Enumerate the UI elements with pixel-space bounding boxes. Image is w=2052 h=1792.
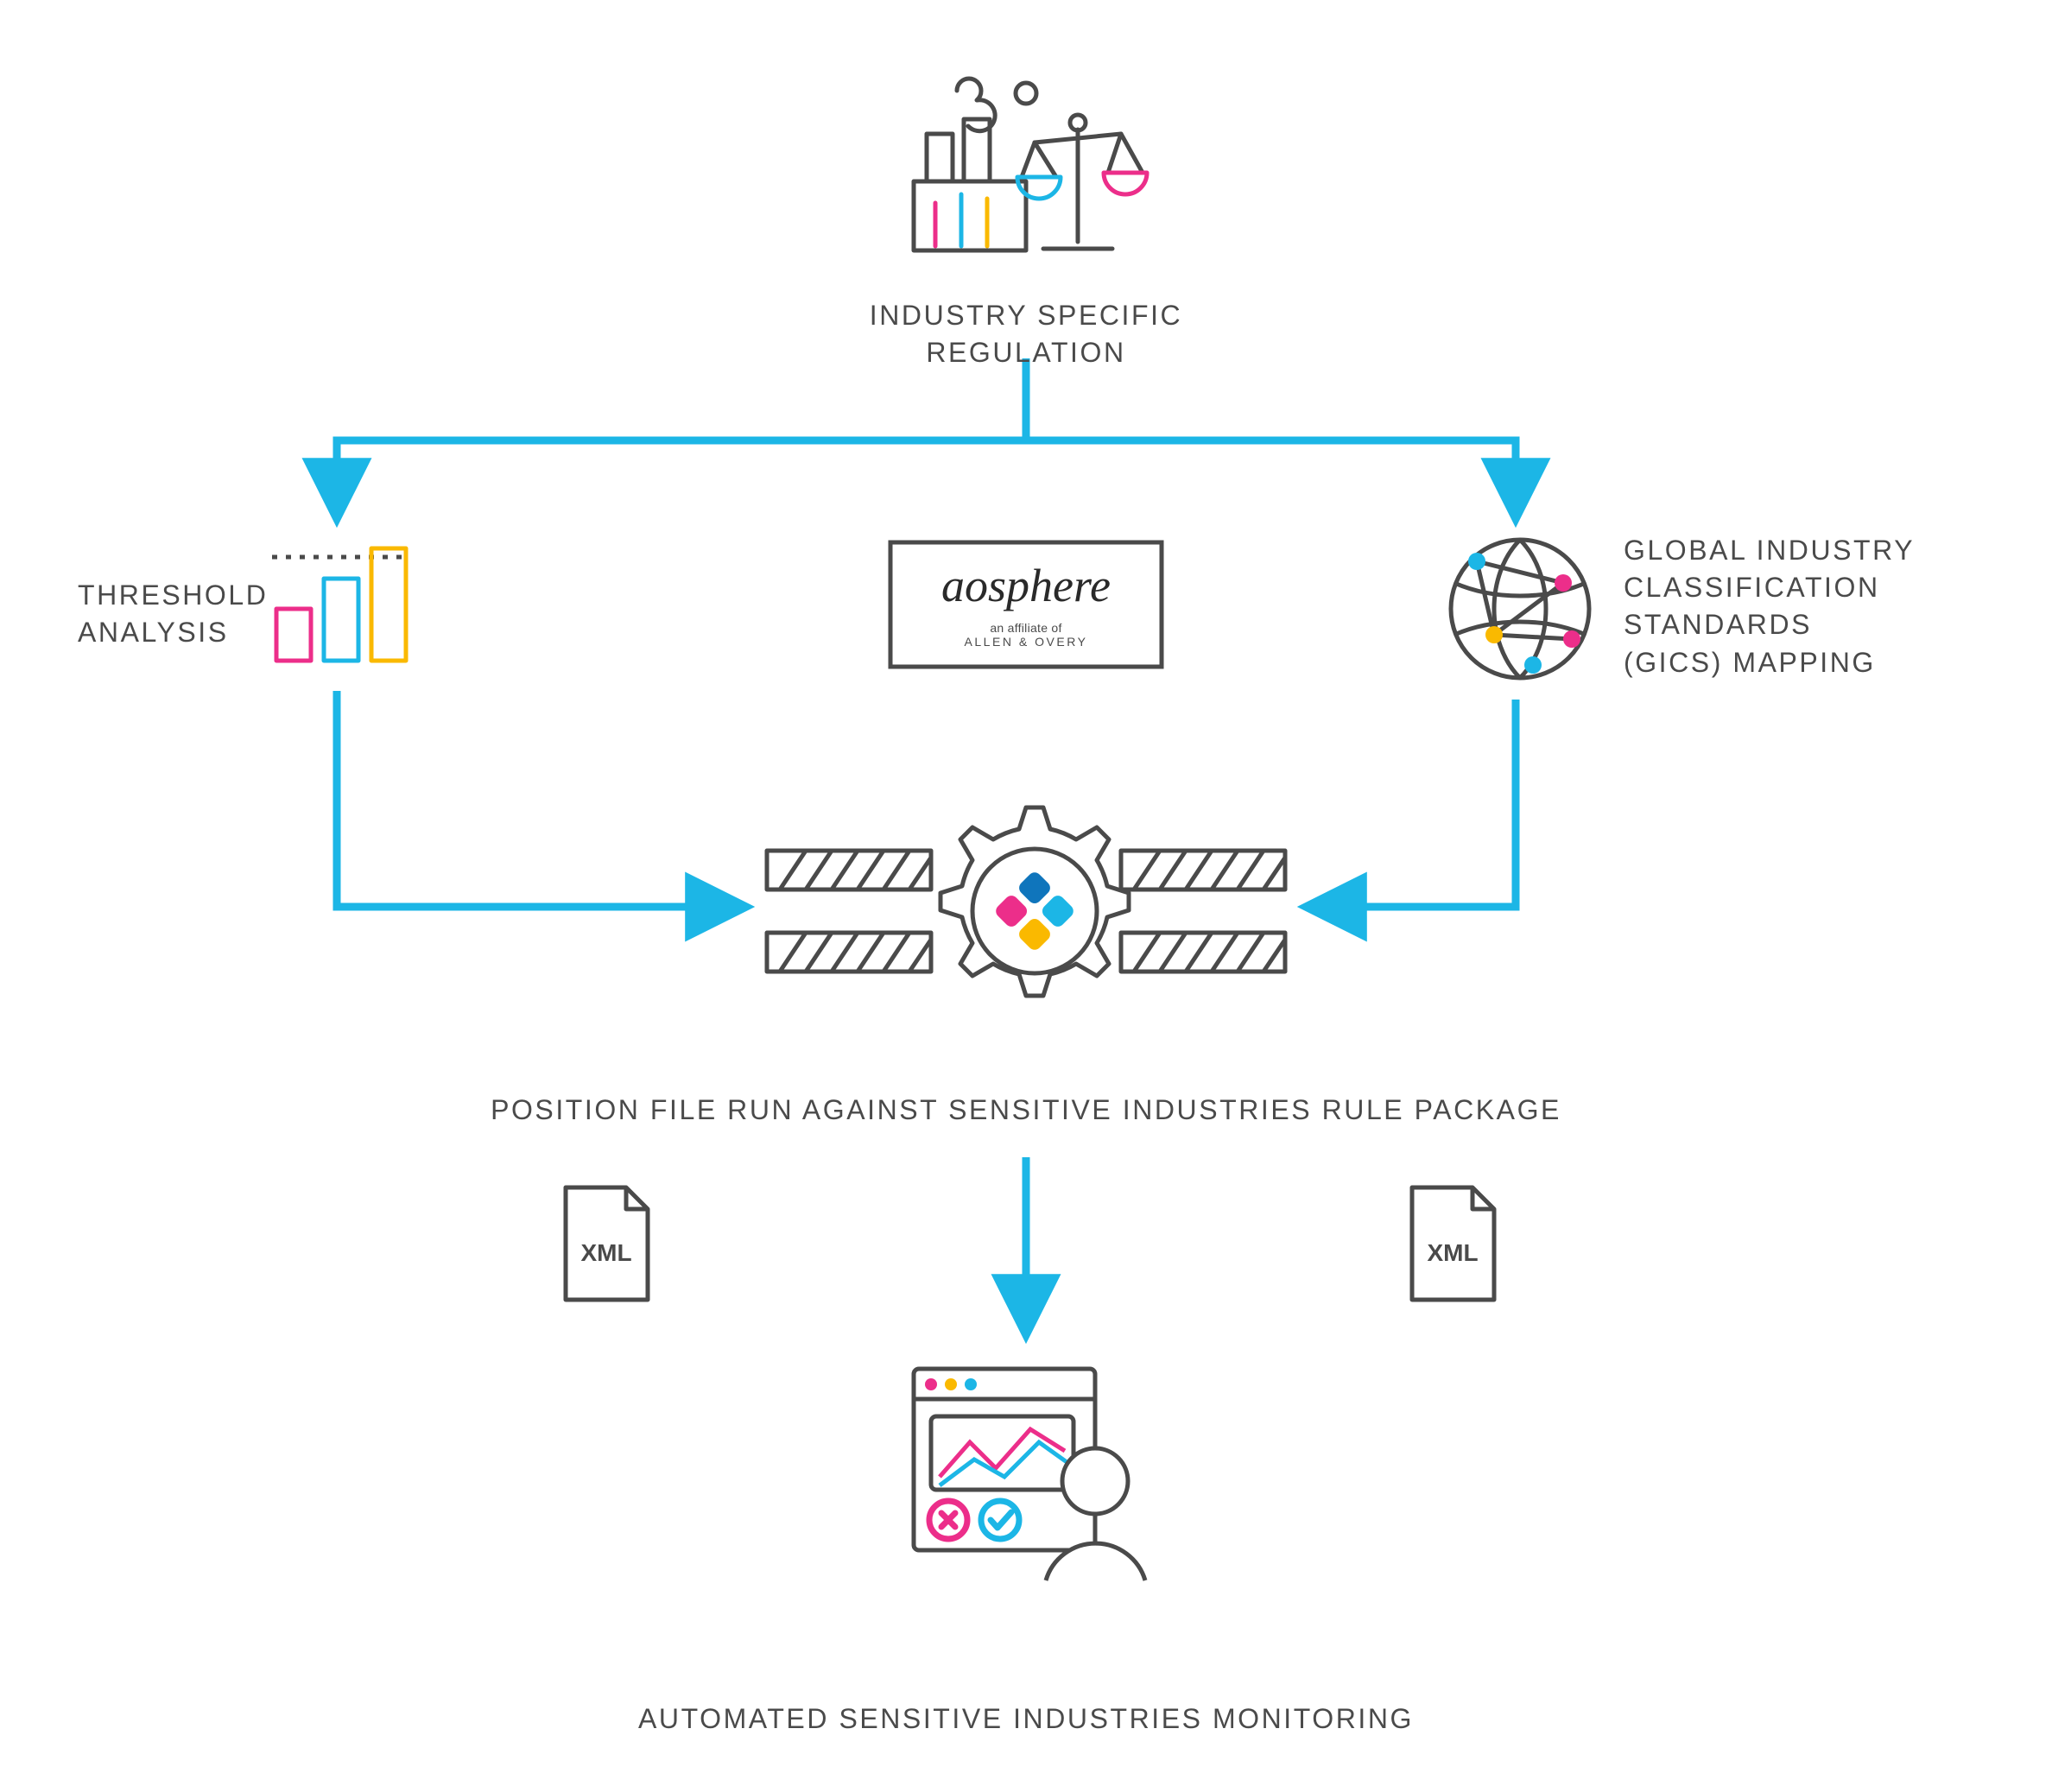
- threshold-analysis-label: THRESHOLDANALYSIS: [78, 577, 259, 651]
- rule-engine-gear-icon: [758, 782, 1294, 1041]
- monitoring-icon: [901, 1356, 1160, 1589]
- diagram-root: INDUSTRY SPECIFIC REGULATION THRESHOLDAN…: [0, 0, 2052, 1792]
- aosphere-logo: aosphere an affiliate of ALLEN & OVERY: [888, 540, 1164, 669]
- industry-regulation-label: INDUSTRY SPECIFIC REGULATION: [767, 297, 1285, 371]
- rule-engine-label: POSITION FILE RUN AGAINST SENSITIVE INDU…: [421, 1092, 1631, 1129]
- aosphere-sub2: ALLEN & OVERY: [965, 635, 1088, 649]
- gics-mapping-icon: [1442, 531, 1598, 687]
- xml-badge-left: XML: [580, 1239, 631, 1266]
- threshold-analysis-icon: [259, 531, 415, 669]
- xml-file-right-icon: XML: [1399, 1179, 1503, 1308]
- aosphere-sub1: an affiliate of: [990, 621, 1061, 635]
- gics-mapping-label: GLOBAL INDUSTRYCLASSIFICATIONSTANDARDS(G…: [1624, 532, 1969, 681]
- gics-mapping-text: GLOBAL INDUSTRYCLASSIFICATIONSTANDARDS(G…: [1624, 535, 1915, 678]
- xml-badge-right: XML: [1427, 1239, 1478, 1266]
- xml-file-left-icon: XML: [553, 1179, 656, 1308]
- threshold-analysis-text: THRESHOLDANALYSIS: [78, 579, 268, 648]
- monitoring-label: AUTOMATED SENSITIVE INDUSTRIES MONITORIN…: [594, 1700, 1458, 1738]
- aosphere-wordmark: aosphere: [888, 559, 1164, 612]
- industry-regulation-icon: [896, 60, 1156, 259]
